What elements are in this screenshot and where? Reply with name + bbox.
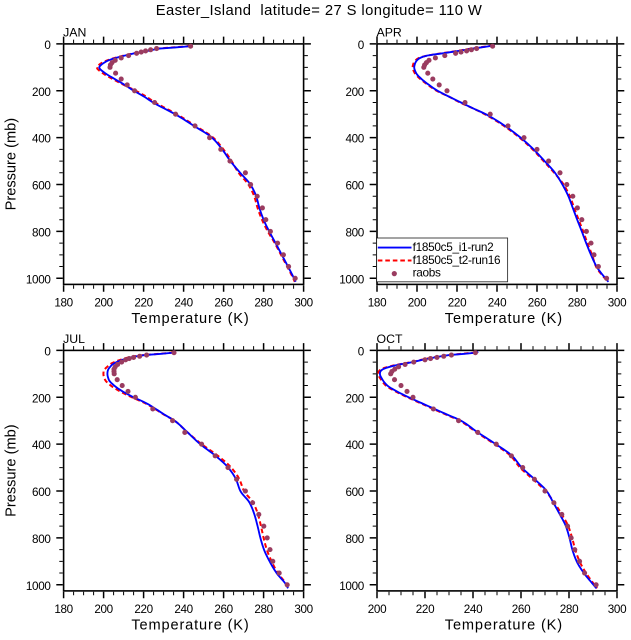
svg-text:OCT: OCT <box>377 332 403 346</box>
svg-text:240: 240 <box>488 297 507 310</box>
svg-text:200: 200 <box>32 392 51 405</box>
svg-text:200: 200 <box>94 297 113 310</box>
svg-text:Temperature (K): Temperature (K) <box>131 618 249 634</box>
svg-text:400: 400 <box>345 439 364 452</box>
svg-text:1000: 1000 <box>339 273 364 286</box>
svg-text:0: 0 <box>44 345 51 358</box>
svg-text:180: 180 <box>54 603 73 616</box>
svg-text:JUL: JUL <box>63 332 85 346</box>
svg-text:260: 260 <box>528 297 547 310</box>
svg-text:f1850c5_i1-run2: f1850c5_i1-run2 <box>413 240 494 254</box>
svg-text:240: 240 <box>174 297 193 310</box>
svg-text:240: 240 <box>174 603 193 616</box>
svg-text:600: 600 <box>32 180 51 193</box>
svg-text:280: 280 <box>254 297 273 310</box>
svg-text:240: 240 <box>464 603 483 616</box>
svg-text:200: 200 <box>32 86 51 99</box>
svg-text:Easter_Island latitude= 27 S: Easter_Island latitude= 27 S longitude= … <box>156 3 483 19</box>
svg-text:600: 600 <box>32 486 51 499</box>
svg-text:600: 600 <box>345 180 364 193</box>
svg-text:Temperature (K): Temperature (K) <box>445 618 563 634</box>
svg-text:1000: 1000 <box>339 580 364 593</box>
svg-text:f1850c5_t2-run16: f1850c5_t2-run16 <box>413 253 501 267</box>
svg-text:0: 0 <box>358 345 365 358</box>
svg-text:0: 0 <box>44 39 51 52</box>
svg-text:JAN: JAN <box>63 26 86 40</box>
svg-text:260: 260 <box>512 603 531 616</box>
svg-text:220: 220 <box>134 297 153 310</box>
svg-text:600: 600 <box>345 486 364 499</box>
svg-text:200: 200 <box>345 86 364 99</box>
svg-text:220: 220 <box>448 297 467 310</box>
svg-text:180: 180 <box>368 297 387 310</box>
svg-text:200: 200 <box>368 603 387 616</box>
svg-text:Temperature (K): Temperature (K) <box>131 311 249 327</box>
svg-text:Temperature (K): Temperature (K) <box>445 311 563 327</box>
svg-text:1000: 1000 <box>26 580 51 593</box>
svg-text:400: 400 <box>345 133 364 146</box>
svg-text:800: 800 <box>32 533 51 546</box>
svg-text:260: 260 <box>214 297 233 310</box>
svg-text:1000: 1000 <box>26 273 51 286</box>
svg-text:300: 300 <box>608 297 627 310</box>
svg-text:Pressure (mb): Pressure (mb) <box>4 424 20 516</box>
svg-text:400: 400 <box>32 439 51 452</box>
svg-text:280: 280 <box>568 297 587 310</box>
svg-text:180: 180 <box>54 297 73 310</box>
svg-text:300: 300 <box>608 603 627 616</box>
svg-text:200: 200 <box>94 603 113 616</box>
svg-text:800: 800 <box>32 226 51 239</box>
svg-text:800: 800 <box>345 533 364 546</box>
svg-text:260: 260 <box>214 603 233 616</box>
svg-text:raobs: raobs <box>413 265 441 279</box>
svg-text:280: 280 <box>254 603 273 616</box>
svg-text:0: 0 <box>358 39 365 52</box>
svg-text:280: 280 <box>560 603 579 616</box>
svg-text:400: 400 <box>32 133 51 146</box>
svg-text:Pressure (mb): Pressure (mb) <box>4 118 20 210</box>
svg-text:200: 200 <box>345 392 364 405</box>
svg-text:APR: APR <box>377 26 402 40</box>
svg-text:300: 300 <box>294 297 313 310</box>
svg-text:300: 300 <box>294 603 313 616</box>
svg-text:800: 800 <box>345 226 364 239</box>
svg-text:200: 200 <box>408 297 427 310</box>
svg-text:220: 220 <box>134 603 153 616</box>
svg-text:220: 220 <box>416 603 435 616</box>
